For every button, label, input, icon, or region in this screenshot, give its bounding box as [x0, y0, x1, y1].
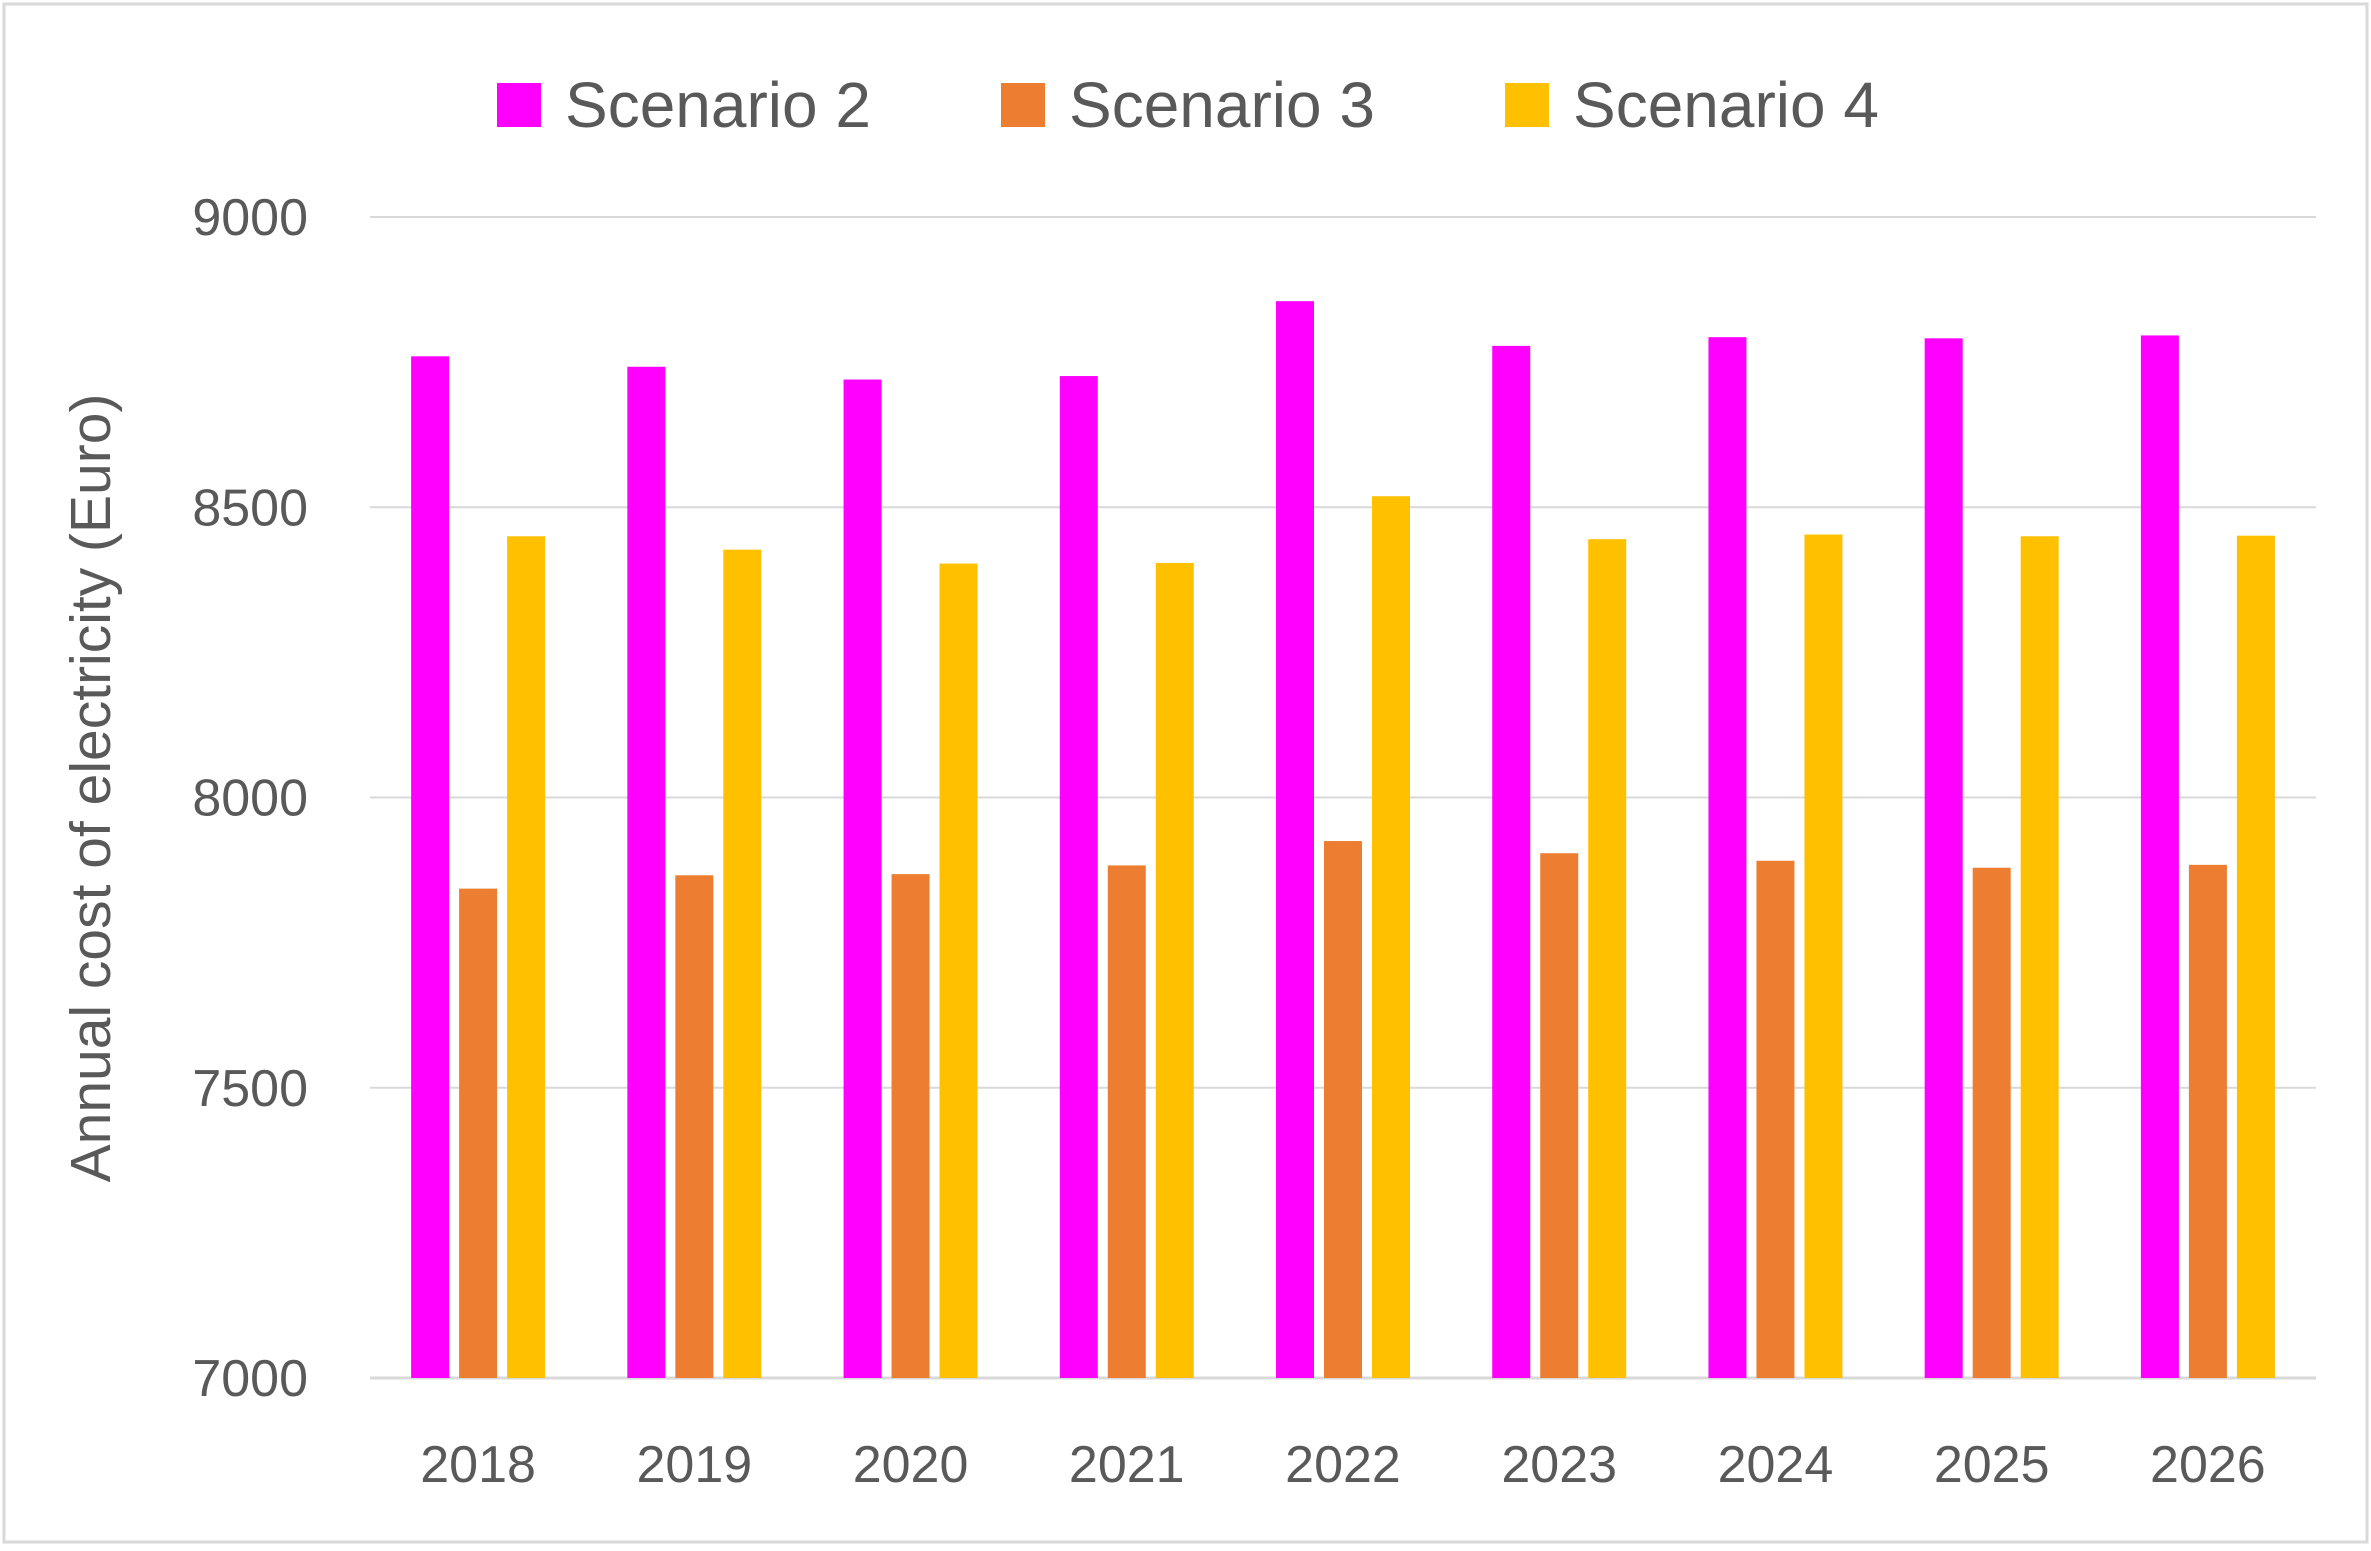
bar-scenario-4	[2020, 536, 2059, 1378]
legend: Scenario 2 Scenario 3 Scenario 4	[497, 69, 1879, 141]
bar-scenario-2	[1924, 338, 1963, 1379]
y-axis-ticks: 7000 7500 8000 8500 9000	[192, 189, 308, 1408]
bar-scenario-3	[2188, 864, 2227, 1378]
bar-scenario-4	[2236, 535, 2275, 1378]
legend-swatch	[497, 83, 541, 127]
bar-scenario-2	[1492, 345, 1531, 1379]
bar-scenario-4	[1588, 539, 1627, 1378]
bar-scenario-3	[1756, 860, 1795, 1378]
bar-scenario-2	[627, 366, 666, 1378]
x-tick-label: 2023	[1501, 1436, 1617, 1494]
x-tick-label: 2024	[1718, 1436, 1834, 1494]
bar-scenario-3	[1972, 867, 2011, 1378]
x-tick-label: 2022	[1285, 1436, 1401, 1494]
bar-scenario-2	[1276, 301, 1314, 1378]
x-tick-label: 2020	[853, 1436, 969, 1494]
bar-scenario-3	[891, 874, 930, 1378]
y-tick-label: 8000	[192, 770, 308, 828]
x-tick-label: 2026	[2150, 1436, 2266, 1494]
bar-scenario-3	[1324, 841, 1362, 1378]
bar-scenario-4	[939, 563, 978, 1378]
bar-scenario-2	[843, 379, 882, 1378]
x-tick-label: 2019	[636, 1436, 752, 1494]
legend-label: Scenario 3	[1069, 69, 1375, 141]
legend-swatch	[1505, 83, 1549, 127]
y-tick-label: 7000	[192, 1350, 308, 1408]
bar-scenario-3	[459, 888, 498, 1378]
bar-scenario-4	[723, 549, 762, 1378]
bar-scenario-4	[1804, 534, 1843, 1378]
legend-swatch	[1001, 83, 1045, 127]
bar-scenario-2	[2140, 335, 2179, 1378]
x-tick-label: 2018	[420, 1436, 536, 1494]
x-tick-label: 2021	[1069, 1436, 1185, 1494]
y-tick-label: 7500	[192, 1060, 308, 1118]
x-axis-ticks: 2018 2019 2020 2021 2022 2023 2024 2025 2026	[420, 1436, 2265, 1494]
y-axis-label: Annual cost of electricity (Euro)	[59, 394, 123, 1183]
bar-scenario-4	[507, 536, 546, 1378]
x-tick-label: 2025	[1934, 1436, 2050, 1494]
legend-label: Scenario 4	[1573, 69, 1879, 141]
bar-scenario-3	[1107, 865, 1146, 1378]
bar-scenario-3	[675, 875, 714, 1378]
bars	[411, 301, 2275, 1379]
bar-scenario-2	[411, 356, 450, 1378]
bar-scenario-4	[1372, 496, 1410, 1379]
legend-label: Scenario 2	[565, 69, 871, 141]
bar-scenario-4	[1155, 562, 1194, 1378]
y-tick-label: 9000	[192, 189, 308, 247]
y-tick-label: 8500	[192, 479, 308, 537]
bar-scenario-3	[1540, 853, 1579, 1378]
bar-scenario-2	[1708, 337, 1747, 1378]
bar-scenario-2	[1059, 376, 1098, 1378]
